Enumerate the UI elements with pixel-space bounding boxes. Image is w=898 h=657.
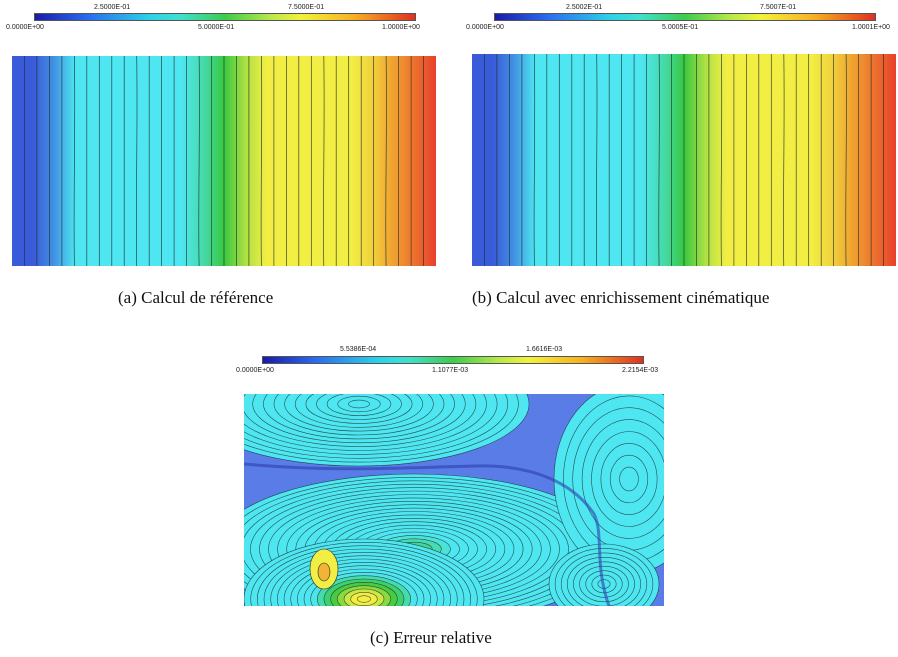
contour-line	[720, 54, 723, 266]
contour-line	[783, 54, 785, 266]
colorbar-b	[494, 13, 876, 21]
contour-plot-c	[244, 394, 664, 606]
colorbar-c	[262, 356, 644, 364]
error-contour	[348, 399, 370, 409]
colorbar-a-bottom-tick-2: 5.0000E-01	[198, 24, 235, 31]
colorbar-c-top-tick-1: 5.5386E-04	[340, 346, 377, 353]
caption-a: (a) Calcul de référence	[118, 288, 274, 307]
colorbar-b-bottom-tick-3: 1.0001E+00	[852, 24, 890, 31]
colorbar-a-top-tick-1: 2.5000E-01	[94, 4, 131, 11]
contour-line	[845, 54, 847, 266]
colorbar-c-bottom-tick-3: 2.2154E-03	[622, 367, 659, 374]
colorbar-c-bottom-tick-2: 1.1077E-03	[432, 367, 469, 374]
colorbar-a-bottom-tick-3: 1.0000E+00	[382, 24, 420, 31]
contour-line	[260, 56, 263, 266]
caption-c: (c) Erreur relative	[370, 628, 492, 647]
colorbar-b-top-tick-1: 2.5002E-01	[566, 4, 603, 11]
contour-line	[658, 54, 660, 266]
contour-plot-b	[472, 54, 896, 266]
colorbar-a-bottom-tick-1: 0.0000E+00	[6, 24, 44, 31]
contour-line	[385, 56, 387, 266]
contour-plot-a	[12, 56, 436, 266]
caption-b: (b) Calcul avec enrichissement cinématiq…	[472, 288, 770, 307]
contour-line	[596, 54, 598, 266]
error-contour	[619, 466, 639, 492]
contour-line	[73, 56, 76, 266]
colorbar-c-top-tick-2: 1.6616E-03	[526, 346, 563, 353]
colorbar-b-bottom-tick-1: 0.0000E+00	[466, 24, 504, 31]
contour-line	[136, 56, 138, 266]
contour-line	[533, 54, 536, 266]
contour-line	[198, 56, 200, 266]
colorbar-c-bottom-tick-1: 0.0000E+00	[236, 367, 274, 374]
hotspot-core	[317, 562, 331, 582]
colorbar-a-top-tick-2: 7.5000E-01	[288, 4, 325, 11]
colorbar-a	[34, 13, 416, 21]
colorbar-b-bottom-tick-2: 5.0005E-01	[662, 24, 699, 31]
contour-line	[323, 56, 325, 266]
low-error-streak	[244, 462, 611, 606]
error-contour	[357, 595, 372, 603]
colorbar-b-top-tick-2: 7.5007E-01	[760, 4, 797, 11]
